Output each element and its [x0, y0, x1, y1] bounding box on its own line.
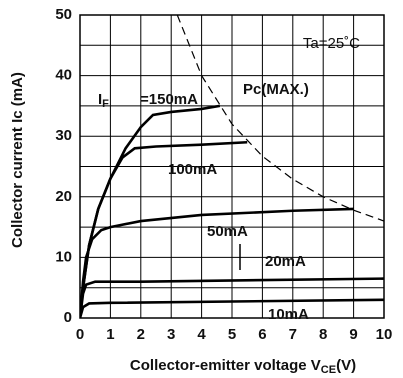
x-tick-label: 5	[228, 326, 236, 343]
curve	[80, 104, 221, 318]
y-axis-label: Collector current Ic (mA)	[9, 72, 26, 248]
current-symbol-main: I	[98, 91, 102, 108]
plot-frame	[79, 14, 385, 319]
y-tick-label: 0	[64, 309, 72, 326]
curve	[80, 207, 354, 318]
x-tick-label: 2	[137, 326, 145, 343]
x-tick-label: 3	[167, 326, 175, 343]
y-tick-label: 30	[55, 127, 72, 144]
series-label: 100mA	[168, 161, 217, 178]
curve	[176, 14, 384, 222]
series-label: =150mA	[140, 91, 198, 108]
current-symbol: IF	[98, 91, 109, 110]
x-axis-label-main: Collector-emitter voltage V	[130, 357, 321, 374]
x-tick-label: 0	[76, 326, 84, 343]
y-tick-label: 50	[55, 6, 72, 23]
x-tick-label: 10	[376, 326, 393, 343]
x-axis-label: Collector-emitter voltage VCE(V)	[130, 357, 356, 376]
curve	[80, 298, 384, 318]
series-label: 20mA	[265, 253, 306, 270]
series-label: Pc(MAX.)	[243, 81, 309, 98]
current-symbol-sub: F	[102, 98, 109, 110]
y-tick-label: 10	[55, 248, 72, 265]
series-label: 10mA	[268, 306, 309, 323]
x-tick-label: 7	[289, 326, 297, 343]
series-label: 50mA	[207, 223, 248, 240]
x-tick-label: 4	[197, 326, 206, 343]
x-tick-label: 1	[106, 326, 114, 343]
x-tick-label: 9	[349, 326, 357, 343]
curve	[80, 277, 384, 318]
y-tick-label: 20	[55, 188, 72, 205]
x-tick-label: 8	[319, 326, 327, 343]
annotation: Ta=25˚C	[303, 35, 360, 52]
x-axis-label-unit: (V)	[336, 357, 356, 374]
x-axis-label-sub: CE	[321, 364, 336, 376]
y-tick-label: 40	[55, 67, 72, 84]
x-tick-label: 6	[258, 326, 266, 343]
